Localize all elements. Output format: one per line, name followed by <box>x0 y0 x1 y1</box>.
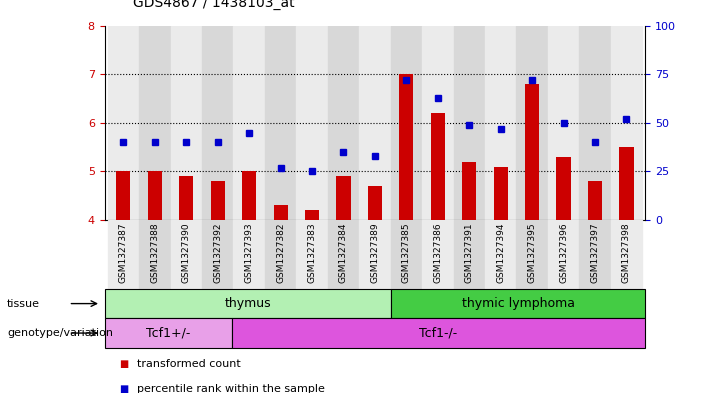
Bar <box>234 220 265 289</box>
Text: GDS4867 / 1438103_at: GDS4867 / 1438103_at <box>133 0 295 10</box>
Bar <box>180 176 193 220</box>
Bar <box>611 220 642 289</box>
Text: thymic lymphoma: thymic lymphoma <box>461 297 575 310</box>
Bar <box>391 289 645 318</box>
Bar <box>105 318 231 348</box>
Text: GSM1327388: GSM1327388 <box>151 222 159 283</box>
Bar <box>265 26 296 220</box>
Text: GSM1327392: GSM1327392 <box>213 222 222 283</box>
Text: GSM1327385: GSM1327385 <box>402 222 411 283</box>
Bar <box>107 220 139 289</box>
Bar <box>391 220 422 289</box>
Bar <box>139 26 171 220</box>
Bar <box>611 26 642 220</box>
Text: GSM1327393: GSM1327393 <box>244 222 254 283</box>
Bar <box>548 220 579 289</box>
Bar <box>107 26 139 220</box>
Bar <box>588 181 602 220</box>
Bar <box>454 220 485 289</box>
Bar <box>202 220 234 289</box>
Bar <box>516 220 548 289</box>
Text: ■: ■ <box>119 384 128 393</box>
Text: GSM1327382: GSM1327382 <box>276 222 285 283</box>
Bar <box>422 26 454 220</box>
Bar <box>305 210 319 220</box>
Text: percentile rank within the sample: percentile rank within the sample <box>137 384 325 393</box>
Bar <box>273 206 288 220</box>
Bar <box>202 26 234 220</box>
Text: GSM1327391: GSM1327391 <box>465 222 474 283</box>
Bar <box>525 84 539 220</box>
Bar <box>328 220 359 289</box>
Text: Tcf1-/-: Tcf1-/- <box>420 327 458 340</box>
Text: genotype/variation: genotype/variation <box>7 328 113 338</box>
Text: GSM1327386: GSM1327386 <box>433 222 442 283</box>
Text: GSM1327387: GSM1327387 <box>119 222 128 283</box>
Bar <box>548 26 579 220</box>
Text: GSM1327389: GSM1327389 <box>371 222 379 283</box>
Bar <box>430 113 445 220</box>
Bar <box>296 26 328 220</box>
Bar <box>359 220 391 289</box>
Text: GSM1327398: GSM1327398 <box>622 222 631 283</box>
Bar <box>485 26 516 220</box>
Bar <box>211 181 225 220</box>
Bar <box>139 220 171 289</box>
Text: Tcf1+/-: Tcf1+/- <box>146 327 190 340</box>
Text: GSM1327394: GSM1327394 <box>496 222 505 283</box>
Bar <box>234 26 265 220</box>
Bar <box>462 162 477 220</box>
Text: thymus: thymus <box>224 297 271 310</box>
Bar <box>391 26 422 220</box>
Bar <box>579 26 611 220</box>
Text: GSM1327396: GSM1327396 <box>559 222 568 283</box>
Bar <box>557 157 570 220</box>
Bar <box>399 74 413 220</box>
Bar <box>368 186 382 220</box>
Bar <box>116 171 131 220</box>
Text: GSM1327390: GSM1327390 <box>182 222 191 283</box>
Text: GSM1327384: GSM1327384 <box>339 222 348 283</box>
Bar <box>171 26 202 220</box>
Bar <box>171 220 202 289</box>
Bar <box>516 26 548 220</box>
Bar <box>148 171 162 220</box>
Bar <box>337 176 350 220</box>
Text: GSM1327395: GSM1327395 <box>528 222 536 283</box>
Bar <box>265 220 296 289</box>
Bar <box>242 171 256 220</box>
Text: ■: ■ <box>119 358 128 369</box>
Bar <box>485 220 516 289</box>
Text: GSM1327397: GSM1327397 <box>590 222 599 283</box>
Bar <box>579 220 611 289</box>
Bar <box>422 220 454 289</box>
Bar <box>619 147 634 220</box>
Bar <box>328 26 359 220</box>
Text: transformed count: transformed count <box>137 358 241 369</box>
Bar <box>105 289 391 318</box>
Bar <box>296 220 328 289</box>
Bar <box>359 26 391 220</box>
Text: tissue: tissue <box>7 299 40 309</box>
Bar <box>231 318 645 348</box>
Bar <box>494 167 508 220</box>
Bar <box>454 26 485 220</box>
Text: GSM1327383: GSM1327383 <box>308 222 317 283</box>
